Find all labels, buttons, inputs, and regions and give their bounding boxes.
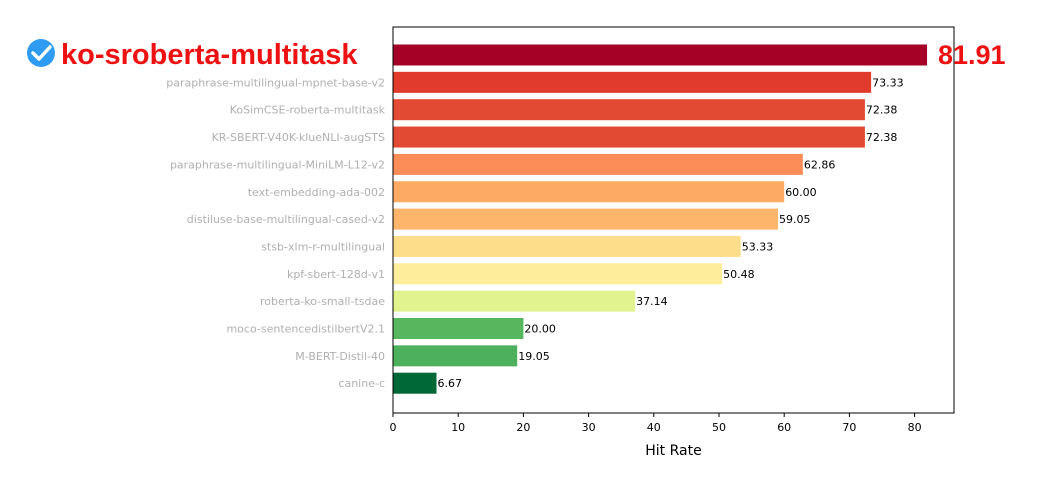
- value-label-4: 62.86: [804, 158, 836, 171]
- bar-4: [393, 153, 803, 175]
- bar-2: [393, 99, 865, 121]
- value-label-7: 53.33: [742, 240, 774, 253]
- x-tick-label-0: 0: [390, 421, 397, 434]
- x-tick-label-6: 60: [777, 421, 791, 434]
- category-label-8: kpf-sbert-128d-v1: [287, 268, 385, 281]
- category-label-12: canine-c: [338, 377, 385, 390]
- value-label-2: 72.38: [866, 104, 898, 117]
- category-label-3: KR-SBERT-V40K-klueNLI-augSTS: [212, 131, 385, 144]
- x-tick-label-4: 40: [647, 421, 661, 434]
- category-label-11: M-BERT-Distil-40: [295, 350, 385, 363]
- x-axis-ticks: 0 10 20 30 40 50 60 70 80: [390, 413, 922, 434]
- value-label-3: 72.38: [866, 131, 898, 144]
- category-labels: paraphrase-multilingual-mpnet-base-v2 KoS…: [166, 76, 385, 390]
- value-label-11: 19.05: [518, 350, 550, 363]
- value-label-12: 6.67: [437, 377, 462, 390]
- bar-8: [393, 263, 723, 285]
- category-label-7: stsb-xlm-r-multilingual: [261, 240, 385, 253]
- value-label-8: 50.48: [723, 268, 755, 281]
- value-label-0: 81.91: [938, 40, 1006, 70]
- category-label-4: paraphrase-multilingual-MiniLM-L12-v2: [170, 158, 385, 171]
- bars-group: [393, 44, 928, 394]
- category-label-2: KoSimCSE-roberta-multitask: [230, 104, 386, 117]
- bar-6: [393, 208, 779, 230]
- bar-0: [393, 44, 928, 66]
- bar-3: [393, 126, 865, 148]
- bar-7: [393, 235, 741, 257]
- highlight-annotation: ko-sroberta-multitask 81.91: [27, 39, 1006, 71]
- x-tick-label-2: 20: [516, 421, 530, 434]
- category-label-9: roberta-ko-small-tsdae: [260, 295, 385, 308]
- value-label-6: 59.05: [779, 213, 811, 226]
- x-axis-title: Hit Rate: [645, 443, 701, 459]
- bar-12: [393, 372, 437, 394]
- verified-check-icon: [27, 39, 55, 67]
- value-labels: 73.33 72.38 72.38 62.86 60.00 59.05 53.33 50.48…: [437, 76, 903, 390]
- x-tick-label-7: 70: [842, 421, 856, 434]
- category-label-1: paraphrase-multilingual-mpnet-base-v2: [166, 76, 385, 89]
- category-label-5: text-embedding-ada-002: [248, 186, 385, 199]
- x-tick-label-8: 80: [908, 421, 922, 434]
- x-tick-label-5: 50: [712, 421, 726, 434]
- bar-1: [393, 71, 872, 93]
- bar-9: [393, 290, 636, 312]
- bar-10: [393, 318, 524, 339]
- bar-11: [393, 345, 518, 367]
- category-label-10: moco-sentencedistilbertV2.1: [226, 323, 385, 336]
- category-label-6: distiluse-base-multilingual-cased-v2: [187, 213, 385, 226]
- x-tick-label-1: 10: [451, 421, 465, 434]
- plot-frame: [392, 26, 955, 414]
- category-label-0: ko-sroberta-multitask: [61, 39, 358, 71]
- value-label-1: 73.33: [872, 76, 904, 89]
- value-label-10: 20.00: [524, 323, 556, 336]
- bar-5: [393, 181, 785, 203]
- value-label-5: 60.00: [785, 186, 817, 199]
- x-tick-label-3: 30: [582, 421, 596, 434]
- value-label-9: 37.14: [636, 295, 668, 308]
